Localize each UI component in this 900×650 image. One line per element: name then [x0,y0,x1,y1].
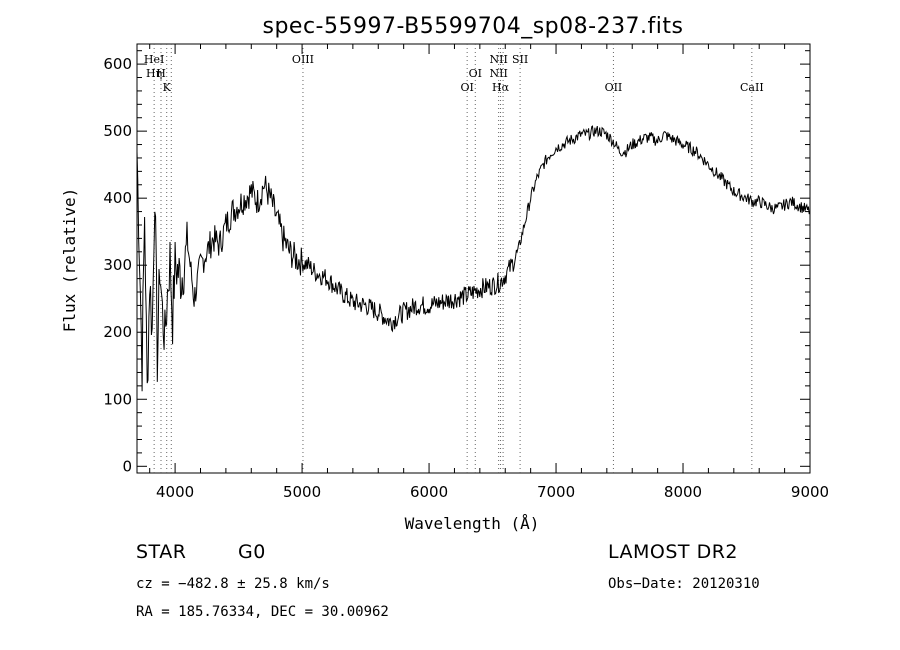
spectral-line-label: CaII [740,81,764,94]
plot-area: 4000 5000 6000 7000 8000 9000 0 100 200 300 400 500… [103,43,829,501]
y-tick-label: 200 [103,323,132,341]
coordinates: RA = 185.76334, DEC = 30.00962 [136,604,389,620]
plot-frame [136,43,811,474]
spectral-line-label: Hα [492,81,510,94]
spectrum-chart: spec-55997-B5599704_sp08-237.fits 4000 50… [60,14,829,533]
x-tick-label: 8000 [664,483,702,501]
x-tick-label: 5000 [283,483,321,501]
y-tick-label: 100 [103,390,132,408]
spectral-line-label: HeI [144,53,164,66]
survey-name: LAMOST DR2 [608,541,738,563]
y-tick-label: 600 [103,55,132,73]
x-axis-label: Wavelength (Å) [405,514,540,533]
y-axis-label: Flux (relative) [60,188,79,333]
x-tick-label: 4000 [156,483,194,501]
object-subclass: G0 [238,541,266,563]
y-tick-label: 400 [103,189,132,207]
spectral-line-label: H [156,67,166,80]
observation-date: Obs−Date: 20120310 [608,576,760,592]
spectral-line-label: OI [469,67,482,80]
spectral-line-label: OIII [292,53,314,66]
spectral-line-label: OI [460,81,473,94]
spectral-line-label: NII [489,67,507,80]
spectral-line-label: SII [512,53,528,66]
spectral-line-label: OII [605,81,623,94]
y-tick-label: 0 [122,457,132,475]
x-tick-label: 7000 [537,483,575,501]
x-tick-label: 6000 [410,483,448,501]
y-tick-label: 500 [103,122,132,140]
object-class: STAR [136,541,187,563]
spectral-line-label: NII [489,53,507,66]
redshift-velocity: cz = −482.8 ± 25.8 km/s [136,576,330,592]
spectral-line-label: Hη [146,67,162,80]
spectral-line-label: K [163,81,172,94]
x-tick-label: 9000 [791,483,829,501]
chart-title: spec-55997-B5599704_sp08-237.fits [263,14,684,39]
y-tick-label: 300 [103,256,132,274]
spectrum-line [136,125,811,392]
